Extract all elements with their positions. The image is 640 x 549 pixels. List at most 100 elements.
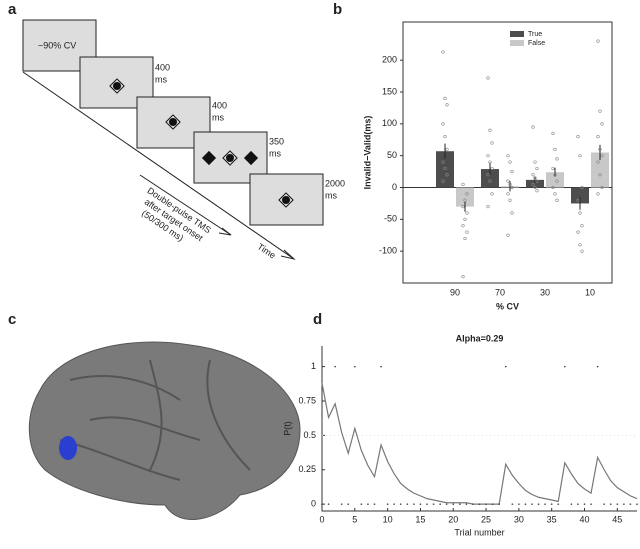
legend-swatch <box>510 31 524 37</box>
y-tick-label: 0 <box>311 499 316 509</box>
outcome-dot <box>577 503 579 505</box>
x-tick-label: 35 <box>547 514 557 524</box>
data-point <box>531 173 535 177</box>
target <box>201 150 217 166</box>
bar <box>591 152 609 188</box>
data-point <box>580 185 584 190</box>
outcome-dot <box>465 503 468 505</box>
outcome-dot <box>583 503 586 505</box>
outcome-dot <box>518 503 520 505</box>
sulci <box>59 359 251 481</box>
x-tick-label: 30 <box>540 287 550 297</box>
legend-label: False <box>528 40 545 47</box>
data-point <box>531 182 535 186</box>
outcome-dot <box>564 365 566 368</box>
y-tick-label: 200 <box>382 55 397 65</box>
outcome-dot <box>445 503 448 505</box>
x-tick-label: 30 <box>514 514 524 524</box>
outcome-dot <box>623 503 625 505</box>
outcome-dot <box>367 503 369 505</box>
y-tick-label: 1 <box>311 361 316 371</box>
data-point <box>463 198 467 202</box>
panel-label: d <box>313 311 322 328</box>
outcome-dot <box>511 503 514 505</box>
data-point <box>553 192 557 196</box>
data-point <box>508 160 512 164</box>
data-point <box>535 179 539 183</box>
data-point <box>510 169 514 174</box>
bar <box>481 169 499 188</box>
panel-label: c <box>8 311 16 328</box>
data-point <box>533 176 537 180</box>
y-tick-label: 0.5 <box>303 430 316 440</box>
data-point <box>465 230 469 234</box>
data-point <box>551 185 555 190</box>
axes <box>321 346 637 512</box>
outcome-dot <box>373 503 376 505</box>
duration: 400 <box>155 62 170 72</box>
outcome-dot <box>616 503 619 505</box>
y-tick-label: -100 <box>379 246 397 256</box>
data-point <box>443 134 447 139</box>
x-tick-label: 45 <box>612 514 622 524</box>
outcome-dot <box>452 503 455 505</box>
diamond <box>109 78 125 94</box>
stimulation-site <box>59 436 77 460</box>
duration: 400 <box>212 100 227 110</box>
outcome-dot <box>360 503 363 505</box>
data-point <box>555 179 559 183</box>
data-point <box>600 185 604 190</box>
data-point <box>576 134 580 139</box>
bar <box>571 187 589 204</box>
data-point <box>598 109 602 113</box>
x-tick-label: 70 <box>495 287 505 297</box>
y-axis-label: P(t) <box>282 421 292 436</box>
outcome-dot <box>590 503 592 505</box>
fixation <box>226 154 234 162</box>
data-point <box>531 125 535 129</box>
outcome-dot <box>478 503 481 505</box>
arrow-head <box>218 227 232 236</box>
data-point <box>576 230 580 234</box>
data-point <box>490 141 494 145</box>
data-point <box>486 205 490 209</box>
data-point <box>510 211 514 215</box>
outcome-dot <box>498 503 500 505</box>
diagram: ~90% CV 400 ms 400 ms 350 ms 2000 ms Dou… <box>22 19 345 261</box>
data-point <box>508 198 512 202</box>
bar <box>526 179 544 188</box>
y-tick-label: 100 <box>382 118 397 128</box>
data-point <box>465 192 469 196</box>
data-point <box>598 173 602 177</box>
tms-arrow <box>139 174 232 236</box>
outcome-dot <box>321 503 323 505</box>
outcome-dot <box>609 503 612 505</box>
diamond <box>278 192 294 208</box>
data-point <box>441 179 445 183</box>
diamond <box>222 150 238 166</box>
outcome-dot <box>472 503 474 505</box>
data-point <box>461 275 465 279</box>
data-point <box>551 131 555 136</box>
data-line <box>321 383 638 505</box>
duration: 2000 <box>325 178 345 188</box>
x-axis-label: % CV <box>496 301 519 311</box>
data-point <box>488 179 492 183</box>
data-point <box>463 217 467 221</box>
data-point <box>486 173 490 177</box>
data-point <box>443 96 447 100</box>
screen-label: ~90% CV <box>38 40 76 50</box>
fixation <box>169 118 177 126</box>
data-point <box>553 173 557 177</box>
data-point <box>506 233 510 237</box>
outcome-dot <box>537 503 540 505</box>
data-point <box>535 189 539 193</box>
legend-label: True <box>528 31 542 38</box>
y-tick-label: 50 <box>387 150 397 160</box>
x-tick-label: 10 <box>585 287 595 297</box>
plot-frame <box>402 21 613 284</box>
y-tick-label: 0 <box>392 182 397 192</box>
outcome-dot <box>485 503 487 505</box>
y-tick-label: 0.75 <box>298 395 316 405</box>
duration-unit: ms <box>212 112 224 122</box>
